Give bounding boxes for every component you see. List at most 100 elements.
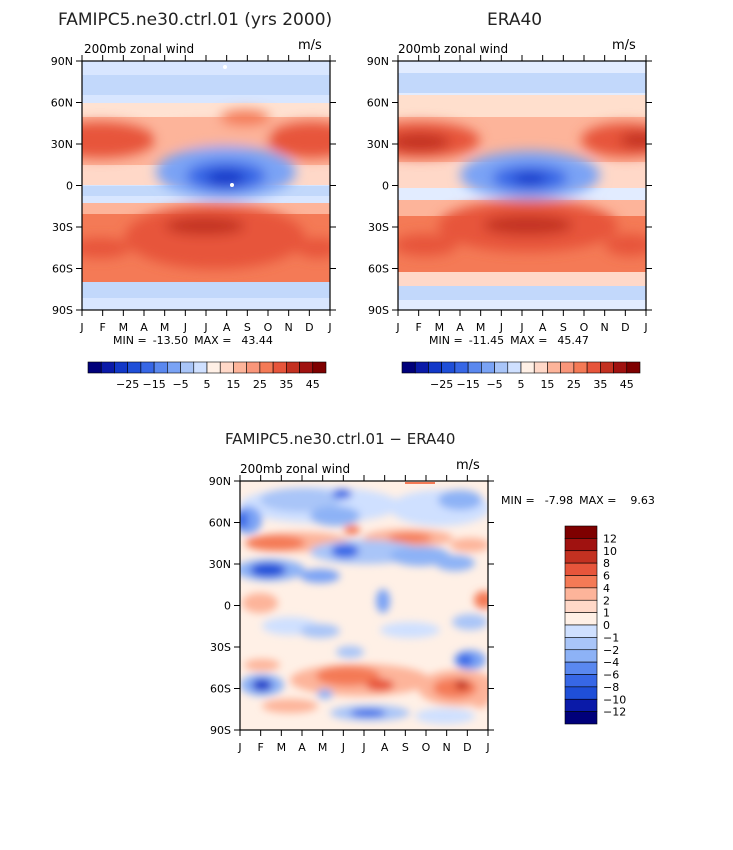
field-markers <box>223 65 234 187</box>
field-blob <box>267 122 330 158</box>
colorbar-label: 35 <box>279 378 293 391</box>
colorbar-cell <box>414 361 429 374</box>
y-tick-label: 90N <box>51 55 73 68</box>
colorbar-label: −25 <box>116 378 139 391</box>
field-blob <box>206 170 246 186</box>
y-tick-label: 60S <box>52 263 73 276</box>
colorbar-cell <box>272 361 287 374</box>
field-blob <box>350 709 386 717</box>
field-band <box>398 95 646 117</box>
field-blob <box>331 544 359 558</box>
field-blob <box>605 234 646 256</box>
colorbar-cell <box>428 361 442 374</box>
y-tick-label: 30N <box>367 138 389 151</box>
x-tick-label: A <box>539 321 547 334</box>
field-band <box>398 73 646 93</box>
field-blobs <box>82 110 330 269</box>
x-tick-label: O <box>422 741 431 754</box>
y-tick-label: 30S <box>210 641 231 654</box>
field-blob <box>244 659 280 671</box>
field-edge-strip <box>405 482 435 484</box>
y-tick-label: 90S <box>52 304 73 317</box>
field-blob <box>300 624 340 638</box>
field-blob <box>390 546 450 566</box>
colorbar-cell <box>564 649 598 663</box>
colorbar-cell <box>564 624 598 638</box>
x-tick-label: M <box>318 741 328 754</box>
colorbar-label: −10 <box>603 693 626 706</box>
x-tick-label: M <box>277 741 287 754</box>
field-blob <box>310 506 360 526</box>
panel-model-title: FAMIPC5.ne30.ctrl.01 (yrs 2000) <box>58 10 332 30</box>
panel-era40-field <box>398 61 646 310</box>
colorbar-cell <box>586 361 601 374</box>
x-tick-label: N <box>285 321 293 334</box>
colorbar-cell <box>114 361 128 374</box>
field-blob <box>380 622 440 638</box>
field-band <box>398 286 646 300</box>
x-tick-label: D <box>463 741 471 754</box>
x-tick-label: M <box>119 321 129 334</box>
field-band <box>82 103 330 119</box>
colorbar-cell <box>547 361 561 374</box>
y-tick-label: 0 <box>224 600 231 613</box>
x-tick-label: J <box>485 741 489 754</box>
colorbar-label: −1 <box>603 631 619 644</box>
x-tick-label: S <box>244 321 251 334</box>
colorbar-cell <box>481 361 495 374</box>
x-tick-label: A <box>381 741 389 754</box>
colorbar-label: 12 <box>603 532 617 545</box>
colorbar-label: −25 <box>430 378 453 391</box>
field-blobs <box>240 487 488 724</box>
colorbar-cell <box>312 361 327 374</box>
colorbar-cell <box>454 361 469 374</box>
colorbar-label: 6 <box>603 570 610 583</box>
colorbar-label: 45 <box>620 378 634 391</box>
field-blob <box>435 555 475 571</box>
x-tick-label: A <box>140 321 148 334</box>
field-blobs <box>398 122 646 256</box>
colorbar-cell <box>564 686 598 700</box>
colorbar-cell <box>564 575 598 589</box>
colorbar-label: −5 <box>486 378 502 391</box>
colorbar-cell <box>533 361 548 374</box>
field-blob <box>433 678 477 698</box>
colorbar-cell <box>507 361 522 374</box>
field-blob <box>398 133 450 151</box>
y-ticks: 90N 60N 30N 0 30S 60S 90S <box>51 55 336 317</box>
colorbar-label: −15 <box>457 378 480 391</box>
y-tick-label: 0 <box>382 180 389 193</box>
field-blob <box>388 533 432 543</box>
colorbar-cell <box>441 361 456 374</box>
colorbar-cell <box>564 661 598 675</box>
field-blob <box>332 489 352 499</box>
field-marker <box>230 183 234 187</box>
colorbar-label: −2 <box>603 644 619 657</box>
colorbar-label: 15 <box>540 378 554 391</box>
colorbar-cell <box>219 361 234 374</box>
colorbar-cell <box>564 674 598 688</box>
colorbar-cell <box>600 361 614 374</box>
x-tick-label: J <box>519 321 523 334</box>
colorbar-cell <box>401 361 416 374</box>
field-blob <box>344 525 360 535</box>
colorbar-cell <box>206 361 221 374</box>
field-blob <box>438 490 482 510</box>
field-blob <box>450 538 488 552</box>
colorbar-label: 45 <box>306 378 320 391</box>
colorbar-cell <box>494 361 509 374</box>
field-band <box>82 75 330 95</box>
y-tick-label: 60S <box>368 263 389 276</box>
colorbar-cell <box>564 698 598 712</box>
colorbar-label: 35 <box>593 378 607 391</box>
y-tick-label: 60N <box>367 97 389 110</box>
y-tick-label: 90S <box>210 724 231 737</box>
field-blob <box>483 215 573 235</box>
field-blob <box>513 173 547 185</box>
x-tick-label: F <box>100 321 106 334</box>
colorbar-cell <box>564 550 598 564</box>
colorbar-cell <box>193 361 208 374</box>
x-tick-label: S <box>402 741 409 754</box>
x-tick-label: S <box>560 321 567 334</box>
